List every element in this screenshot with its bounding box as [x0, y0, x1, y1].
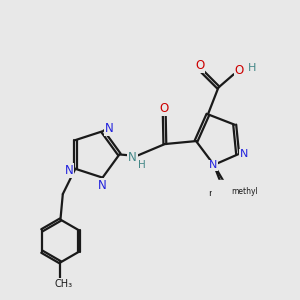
Text: O: O: [159, 102, 168, 115]
Text: methyl: methyl: [216, 187, 243, 196]
Text: H: H: [138, 160, 146, 170]
Text: N: N: [209, 160, 218, 170]
Text: O: O: [235, 64, 244, 77]
Text: H: H: [248, 63, 256, 73]
Text: N: N: [98, 179, 107, 192]
Bar: [212, 180, 242, 198]
Text: N: N: [64, 164, 73, 177]
Text: N: N: [128, 151, 137, 164]
Text: methyl: methyl: [207, 188, 242, 197]
Text: CH₃: CH₃: [54, 279, 73, 289]
Text: methyl: methyl: [208, 189, 240, 198]
Text: methyl: methyl: [215, 186, 244, 195]
Text: N: N: [240, 149, 248, 160]
Text: N: N: [105, 122, 114, 135]
Text: methyl: methyl: [231, 187, 258, 196]
Text: O: O: [195, 59, 204, 72]
